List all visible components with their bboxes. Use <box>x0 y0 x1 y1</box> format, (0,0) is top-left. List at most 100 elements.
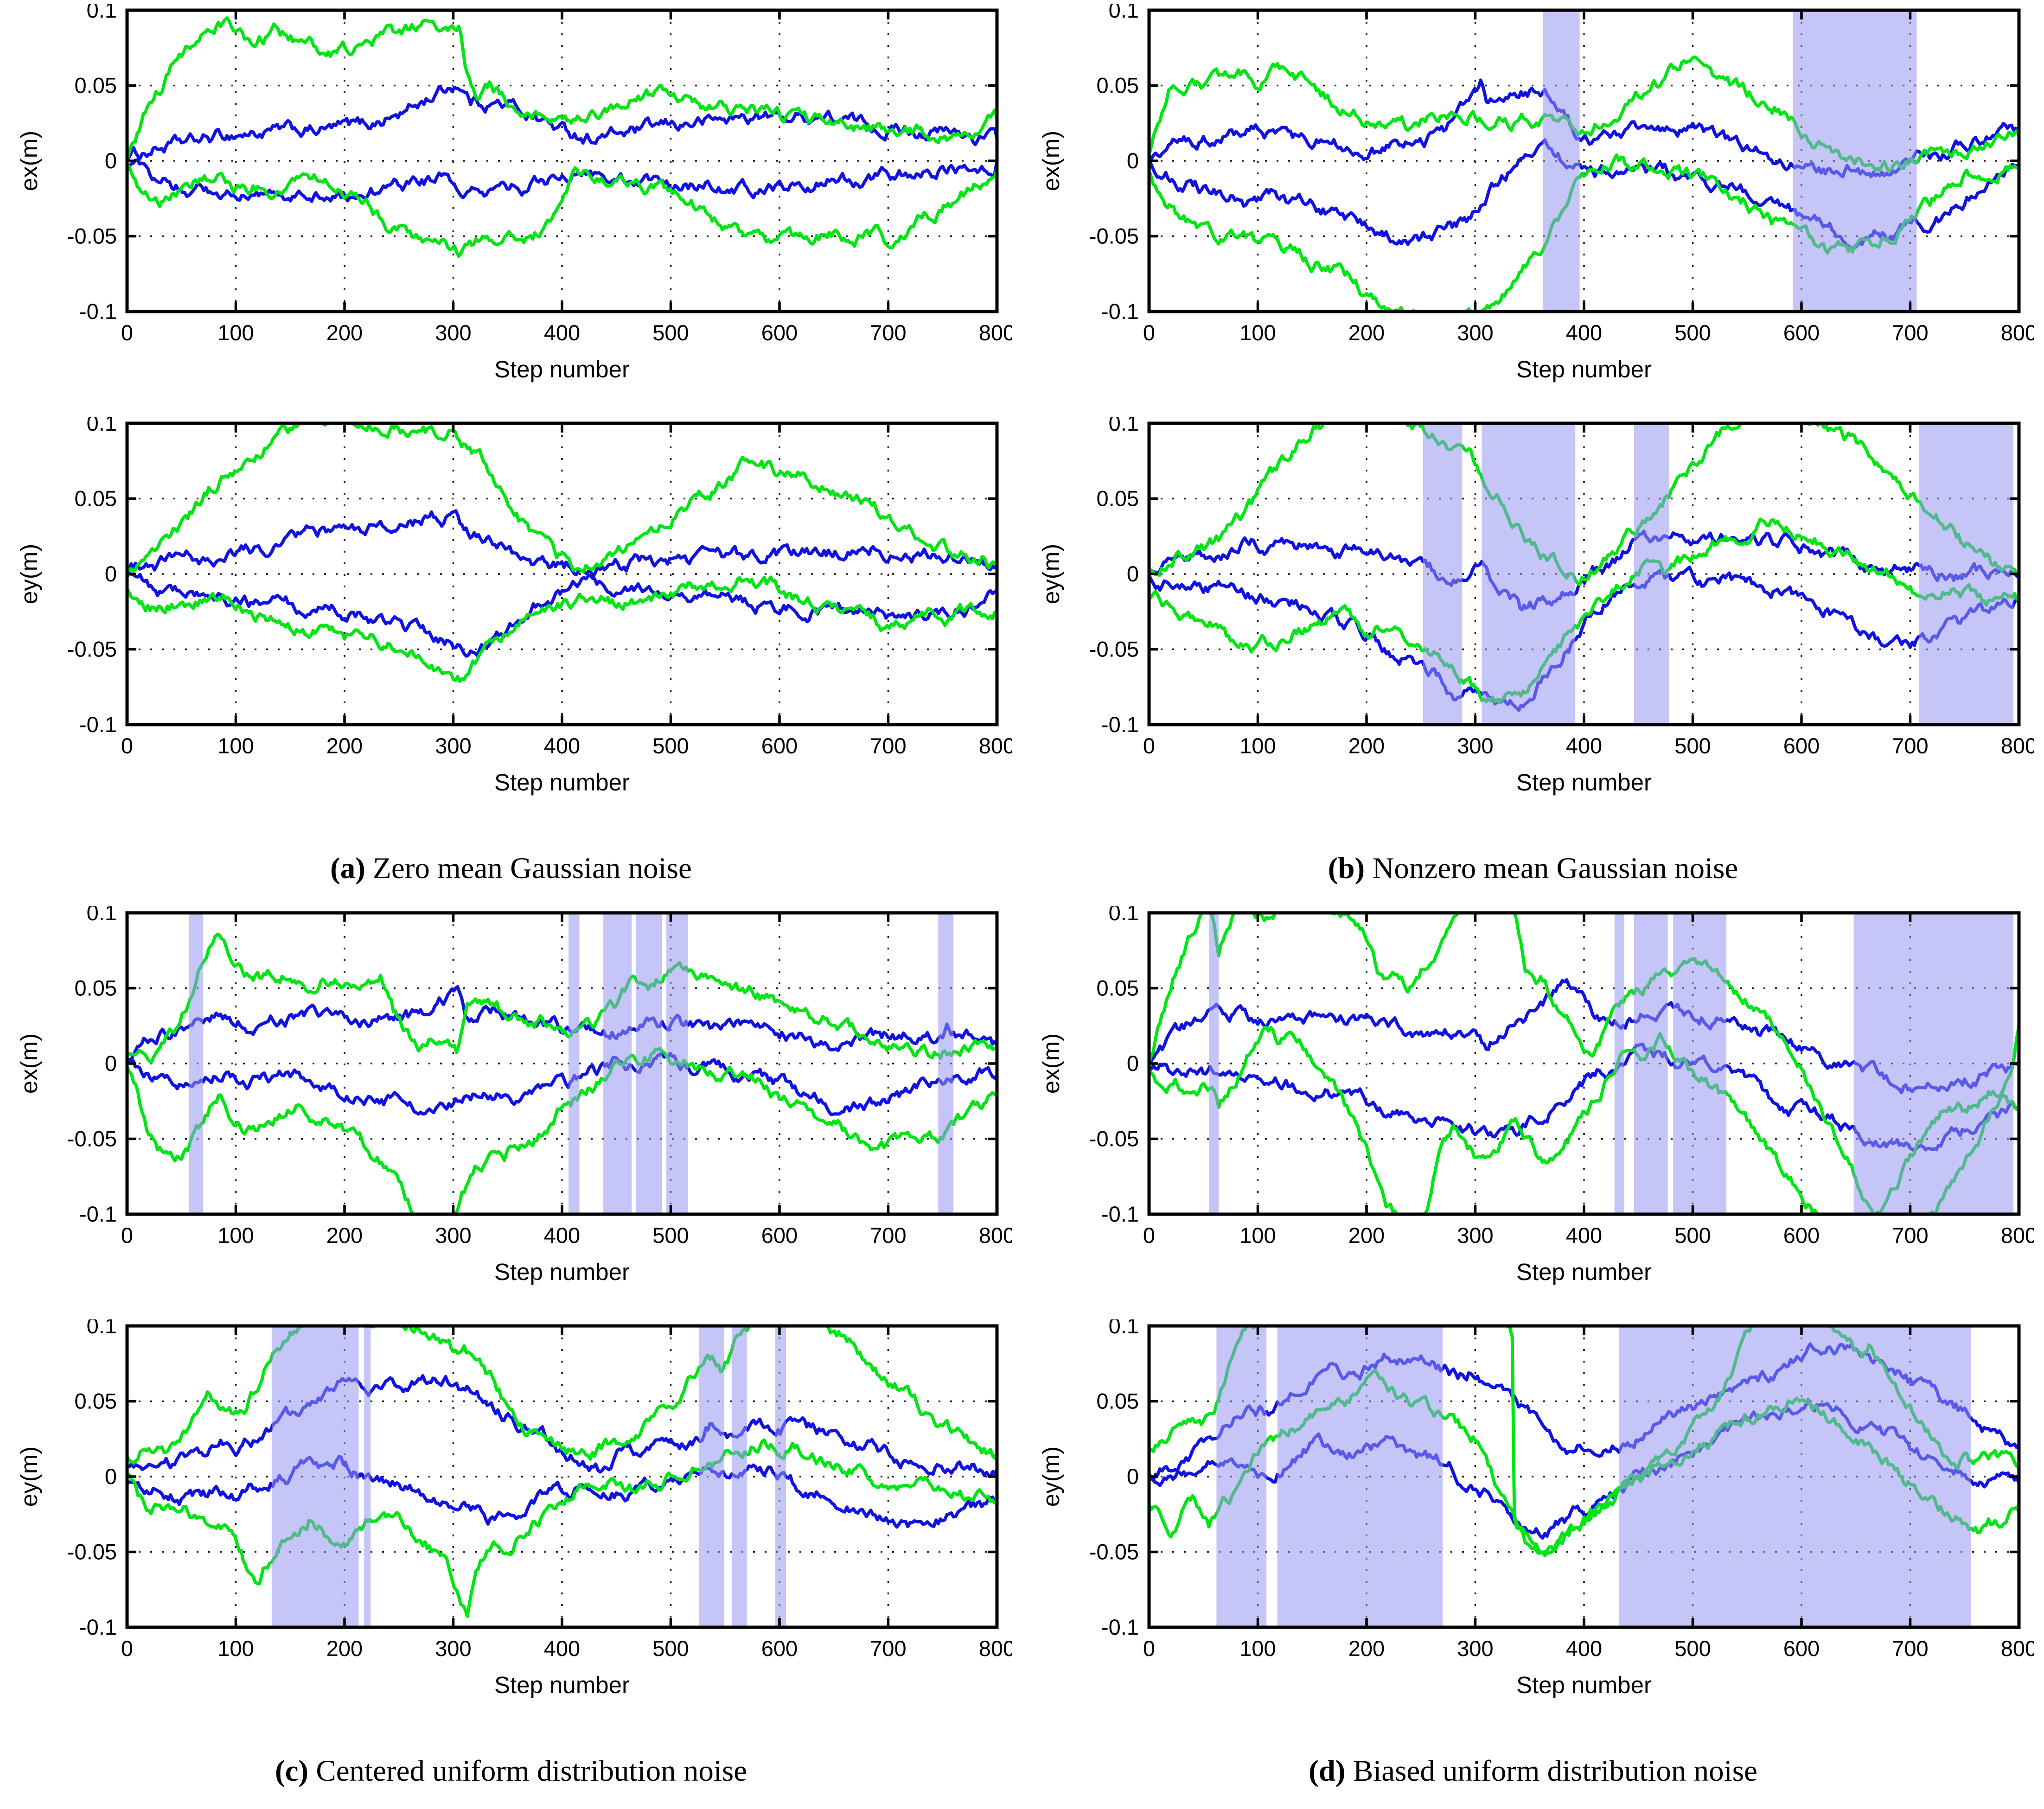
x-tick-label: 800 <box>2001 1223 2034 1248</box>
series-green-lower <box>125 162 999 258</box>
series-green-upper <box>125 933 999 1064</box>
y-tick-label: -0.05 <box>67 637 117 662</box>
y-axis-label: ex(m) <box>1038 131 1064 191</box>
caption-a: (a) Zero mean Gaussian noise <box>330 851 692 886</box>
shaded-region <box>364 1326 371 1627</box>
shaded-region <box>1793 10 1917 312</box>
x-tick-label: 400 <box>1566 320 1602 345</box>
y-tick-label: 0.05 <box>75 73 117 98</box>
y-tick-label: 0.05 <box>75 486 117 511</box>
x-tick-label: 600 <box>1783 733 1820 758</box>
shaded-region <box>1619 1326 1971 1627</box>
caption-a-text: Zero mean Gaussian noise <box>373 852 692 885</box>
subplot-a-ey: 0 100 200 300 400 500 600 700 800 -0.1 -0.05 0 0.05 0… <box>10 417 1012 818</box>
caption-c-letter: (c) <box>275 1754 309 1788</box>
y-tick-label: 0.05 <box>75 976 117 1000</box>
y-tick-label: -0.05 <box>67 1127 117 1151</box>
y-tick-label: 0.1 <box>87 1319 117 1338</box>
shaded-region <box>1853 913 2014 1214</box>
subplot-a-ex: 0 100 200 300 400 500 600 700 800 -0.1 -0.05 0 0.05 0… <box>10 4 1012 405</box>
panel-c: 0 100 200 300 400 500 600 700 800 -0.1 -0.05 0 0.05 0… <box>0 906 1022 1809</box>
caption-b: (b) Nonzero mean Gaussian noise <box>1328 851 1738 886</box>
x-tick-label: 600 <box>1783 1223 1820 1248</box>
x-tick-label: 700 <box>1892 320 1928 345</box>
shaded-region <box>636 913 662 1214</box>
subplot-d-ex-svg: 0 100 200 300 400 500 600 700 800 -0.1 -0.05 0 0.05 0… <box>1038 906 2034 1285</box>
x-tick-label: 0 <box>1143 1223 1155 1248</box>
series-blue-upper <box>125 84 999 162</box>
series-blue-upper <box>125 509 999 578</box>
subplot-d-ey: 0 100 200 300 400 500 600 700 800 -0.1 -0.05 0 0.05 0… <box>1032 1319 2034 1720</box>
x-axis-label: Step number <box>494 1259 630 1285</box>
series-blue-lower <box>125 1454 999 1529</box>
x-tick-label: 800 <box>979 320 1012 345</box>
shaded-region <box>1634 423 1669 725</box>
y-tick-label: -0.1 <box>1101 1202 1139 1226</box>
subplot-d-ex: 0 100 200 300 400 500 600 700 800 -0.1 -0.05 0 0.05 0… <box>1032 906 2034 1307</box>
caption-d: (d) Biased uniform distribution noise <box>1309 1754 1757 1789</box>
series-green-lower <box>125 575 999 683</box>
caption-b-letter: (b) <box>1328 852 1365 885</box>
x-tick-label: 500 <box>652 320 689 345</box>
panel-b: 0 100 200 300 400 500 600 700 800 -0.1 -0.05 0 0.05 0… <box>1022 4 2044 906</box>
y-tick-label: -0.05 <box>1089 637 1139 662</box>
y-axis-label: ex(m) <box>16 1033 42 1094</box>
x-axis-label: Step number <box>494 769 630 796</box>
x-tick-label: 100 <box>217 733 254 758</box>
shaded-region <box>699 1326 724 1627</box>
x-tick-label: 100 <box>1239 733 1276 758</box>
subplot-a-ey-svg: 0 100 200 300 400 500 600 700 800 -0.1 -0.05 0 0.05 0… <box>16 417 1012 796</box>
subplot-b-ey: 0 100 200 300 400 500 600 700 800 -0.1 -0.05 0 0.05 0… <box>1032 417 2034 818</box>
x-axis-label: Step number <box>494 1672 630 1698</box>
series-green-upper <box>1147 421 2021 586</box>
x-axis-label: Step number <box>1516 356 1652 382</box>
x-tick-label: 700 <box>870 320 906 345</box>
x-tick-label: 400 <box>544 320 580 345</box>
y-tick-label: 0.1 <box>1109 417 1139 435</box>
x-tick-label: 100 <box>1239 1636 1276 1661</box>
x-tick-label: 400 <box>544 1223 580 1248</box>
shaded-region <box>938 913 954 1214</box>
x-tick-label: 300 <box>435 1636 471 1661</box>
y-tick-label: -0.05 <box>67 1540 117 1564</box>
x-tick-label: 400 <box>1566 1223 1602 1248</box>
x-axis-label: Step number <box>1516 1259 1652 1285</box>
x-tick-label: 300 <box>1457 1223 1493 1248</box>
x-tick-label: 0 <box>121 733 133 758</box>
caption-b-text: Nonzero mean Gaussian noise <box>1372 852 1738 885</box>
y-axis-label: ey(m) <box>1038 1446 1064 1507</box>
shaded-region <box>568 913 580 1214</box>
y-axis-label: ey(m) <box>16 1446 42 1507</box>
x-tick-label: 200 <box>326 733 363 758</box>
x-tick-label: 600 <box>1783 1636 1820 1661</box>
y-tick-label: -0.05 <box>1089 1127 1139 1151</box>
subplot-d-ey-svg: 0 100 200 300 400 500 600 700 800 -0.1 -0.05 0 0.05 0… <box>1038 1319 2034 1698</box>
x-tick-label: 200 <box>326 1636 363 1661</box>
series-blue-upper <box>125 985 999 1062</box>
x-tick-label: 200 <box>1348 1636 1385 1661</box>
series-blue-lower <box>125 158 999 203</box>
x-tick-label: 300 <box>1457 320 1493 345</box>
x-tick-label: 100 <box>217 1636 254 1661</box>
x-tick-label: 500 <box>1674 1223 1711 1248</box>
y-tick-label: 0.05 <box>1097 1389 1139 1414</box>
series-green-upper <box>125 16 999 164</box>
x-tick-label: 400 <box>544 733 580 758</box>
y-tick-label: 0 <box>1127 561 1139 586</box>
shaded-region <box>1542 10 1580 312</box>
subplot-c-ex-svg: 0 100 200 300 400 500 600 700 800 -0.1 -0.05 0 0.05 0… <box>16 906 1012 1285</box>
y-tick-label: -0.1 <box>79 712 117 737</box>
x-tick-label: 700 <box>870 1636 906 1661</box>
shaded-region <box>189 913 204 1214</box>
y-tick-label: -0.05 <box>67 224 117 248</box>
shaded-region <box>731 1326 747 1627</box>
x-tick-label: 500 <box>652 1223 689 1248</box>
x-tick-label: 0 <box>1143 1636 1155 1661</box>
series-green-lower <box>1147 517 2021 705</box>
x-tick-label: 800 <box>2001 1636 2034 1661</box>
x-tick-label: 200 <box>1348 733 1385 758</box>
x-tick-label: 700 <box>1892 1636 1928 1661</box>
x-tick-label: 600 <box>761 733 798 758</box>
series-blue-upper <box>1147 529 2021 611</box>
shaded-region <box>1919 423 2014 725</box>
